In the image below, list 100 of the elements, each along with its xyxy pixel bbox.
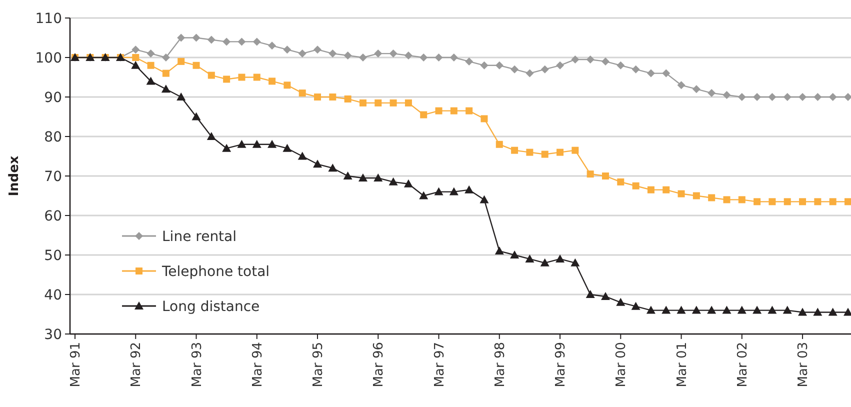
x-tick-label: Mar 00 <box>614 342 630 388</box>
point <box>586 170 594 178</box>
point <box>828 93 837 101</box>
point <box>799 198 806 206</box>
point <box>798 308 808 316</box>
point <box>222 144 232 152</box>
point <box>162 70 170 77</box>
point <box>722 91 731 100</box>
point <box>480 115 488 122</box>
y-tick-label: 50 <box>44 248 62 264</box>
point <box>298 50 306 58</box>
point <box>511 146 518 154</box>
point <box>510 250 520 258</box>
point <box>420 54 428 62</box>
legend-label: Line rental <box>162 228 237 245</box>
x-tick-label: Mar 01 <box>674 342 690 388</box>
point <box>556 148 564 156</box>
point <box>358 54 367 62</box>
point <box>162 54 170 62</box>
point <box>449 187 458 196</box>
point <box>419 191 428 200</box>
y-axis-title: Index <box>7 155 22 196</box>
point <box>146 76 156 85</box>
point <box>132 46 140 54</box>
point <box>253 74 260 81</box>
x-tick-label: Mar 03 <box>796 342 812 388</box>
point <box>480 61 488 70</box>
point <box>147 62 154 69</box>
point <box>404 99 412 106</box>
point <box>344 95 352 102</box>
point <box>238 38 246 46</box>
y-tick-label: 40 <box>44 287 62 304</box>
point <box>252 38 261 46</box>
point <box>828 308 838 316</box>
point <box>616 298 626 306</box>
point <box>738 196 746 204</box>
point <box>754 198 761 206</box>
point <box>540 65 549 74</box>
point <box>814 93 822 101</box>
point <box>662 186 670 194</box>
point <box>510 65 519 74</box>
point <box>208 72 215 79</box>
point <box>737 306 746 314</box>
point <box>450 54 458 62</box>
point <box>465 57 474 66</box>
point <box>450 107 458 114</box>
point <box>496 140 503 148</box>
point <box>556 61 564 70</box>
point <box>313 160 322 168</box>
point <box>570 258 580 266</box>
x-tick-label: Mar 97 <box>432 342 448 388</box>
point <box>692 85 700 94</box>
point <box>784 198 791 206</box>
point <box>480 195 489 204</box>
point <box>707 306 716 314</box>
point <box>131 60 140 69</box>
point <box>646 69 655 78</box>
x-tick-label: Mar 91 <box>68 342 84 388</box>
point <box>692 192 700 200</box>
point <box>328 164 338 172</box>
point <box>282 144 292 152</box>
point <box>206 132 216 140</box>
point <box>283 46 292 54</box>
point <box>586 290 595 298</box>
point <box>662 69 670 78</box>
point <box>192 34 200 42</box>
point <box>798 93 807 101</box>
x-tick-label: Mar 95 <box>311 342 326 388</box>
point <box>586 55 594 64</box>
point <box>723 196 730 204</box>
point <box>632 65 640 74</box>
point <box>662 306 671 314</box>
point <box>526 148 534 156</box>
point <box>177 34 186 42</box>
point <box>374 99 382 106</box>
point <box>314 94 322 100</box>
point <box>298 90 306 97</box>
point <box>343 172 352 180</box>
point <box>404 179 413 188</box>
point <box>268 78 276 85</box>
point <box>600 292 610 300</box>
point <box>829 198 836 206</box>
point <box>374 173 383 182</box>
point <box>329 94 336 100</box>
point <box>814 198 822 206</box>
x-tick-label: Mar 99 <box>554 342 569 388</box>
point <box>222 38 231 46</box>
point <box>708 89 716 98</box>
x-tick-label: Mar 94 <box>250 342 266 388</box>
x-tick-label: Mar 02 <box>735 342 750 388</box>
point <box>314 46 322 54</box>
point <box>617 178 624 186</box>
point <box>176 92 186 100</box>
point <box>284 82 291 89</box>
point <box>632 182 640 190</box>
point <box>752 306 762 314</box>
legend-label: Telephone total <box>161 264 270 280</box>
point <box>540 258 550 266</box>
y-tick-label: 110 <box>35 10 62 27</box>
point <box>768 198 776 206</box>
